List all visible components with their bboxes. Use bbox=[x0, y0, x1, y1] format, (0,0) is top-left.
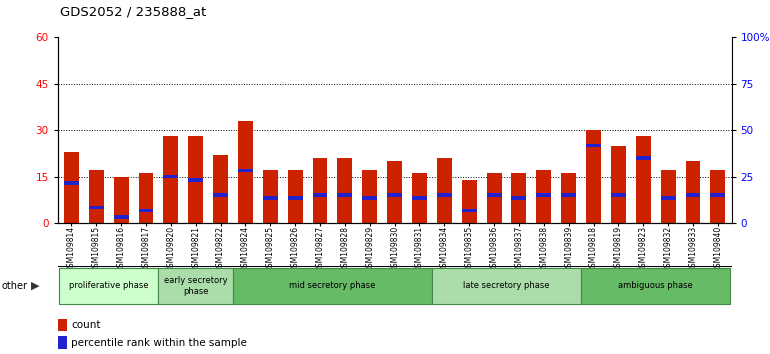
Bar bbox=[363, 170, 377, 223]
Text: GDS2052 / 235888_at: GDS2052 / 235888_at bbox=[60, 5, 206, 18]
Bar bbox=[511, 173, 527, 223]
Bar bbox=[114, 215, 129, 219]
Bar bbox=[537, 193, 551, 197]
Bar bbox=[412, 196, 427, 200]
Bar bbox=[412, 173, 427, 223]
Text: count: count bbox=[71, 320, 101, 330]
Bar bbox=[238, 169, 253, 172]
Bar bbox=[611, 145, 626, 223]
Bar bbox=[661, 170, 675, 223]
Bar bbox=[636, 136, 651, 223]
Bar bbox=[537, 170, 551, 223]
Bar bbox=[263, 170, 278, 223]
Text: late secretory phase: late secretory phase bbox=[464, 281, 550, 290]
Bar bbox=[363, 196, 377, 200]
Text: mid secretory phase: mid secretory phase bbox=[290, 281, 376, 290]
Bar bbox=[432, 268, 581, 304]
Bar bbox=[711, 170, 725, 223]
Bar bbox=[685, 193, 701, 197]
Bar bbox=[139, 173, 153, 223]
Bar bbox=[288, 170, 303, 223]
Text: ▶: ▶ bbox=[31, 281, 39, 291]
Bar bbox=[661, 196, 675, 200]
Bar bbox=[189, 178, 203, 182]
Bar bbox=[114, 177, 129, 223]
Bar bbox=[58, 336, 68, 349]
Bar bbox=[59, 268, 159, 304]
Bar bbox=[437, 158, 452, 223]
Bar bbox=[611, 193, 626, 197]
Bar bbox=[337, 193, 353, 197]
Text: percentile rank within the sample: percentile rank within the sample bbox=[71, 338, 247, 348]
Bar bbox=[337, 158, 353, 223]
Text: ambiguous phase: ambiguous phase bbox=[618, 281, 693, 290]
Bar bbox=[387, 161, 402, 223]
Text: proliferative phase: proliferative phase bbox=[69, 281, 149, 290]
Bar bbox=[64, 181, 79, 185]
Bar bbox=[387, 193, 402, 197]
Bar bbox=[159, 268, 233, 304]
Bar bbox=[189, 136, 203, 223]
Bar bbox=[64, 152, 79, 223]
Bar bbox=[586, 130, 601, 223]
Bar bbox=[313, 193, 327, 197]
Text: other: other bbox=[2, 281, 28, 291]
Bar bbox=[163, 136, 179, 223]
Bar bbox=[263, 196, 278, 200]
Bar bbox=[586, 144, 601, 148]
Bar bbox=[213, 155, 228, 223]
Bar bbox=[89, 170, 104, 223]
Bar bbox=[711, 193, 725, 197]
Bar bbox=[561, 193, 576, 197]
Bar bbox=[636, 156, 651, 160]
Bar bbox=[437, 193, 452, 197]
Bar bbox=[511, 196, 527, 200]
Bar bbox=[561, 173, 576, 223]
Bar bbox=[487, 193, 501, 197]
Bar bbox=[58, 319, 68, 331]
Bar bbox=[685, 161, 701, 223]
Bar bbox=[238, 121, 253, 223]
Bar bbox=[288, 196, 303, 200]
Bar bbox=[313, 158, 327, 223]
Bar bbox=[462, 209, 477, 212]
Bar bbox=[233, 268, 432, 304]
Bar bbox=[139, 209, 153, 212]
Bar bbox=[213, 193, 228, 197]
Bar bbox=[581, 268, 730, 304]
Bar bbox=[462, 180, 477, 223]
Bar bbox=[487, 173, 501, 223]
Text: early secretory
phase: early secretory phase bbox=[164, 276, 228, 296]
Bar bbox=[89, 206, 104, 210]
Bar bbox=[163, 175, 179, 178]
